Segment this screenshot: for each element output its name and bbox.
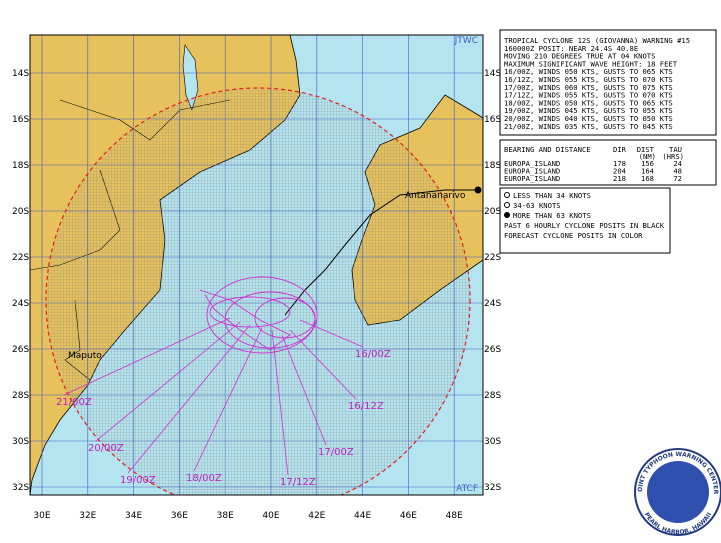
cyclone-posit: [474, 186, 482, 194]
info-line: 21/00Z, WINDS 035 KTS, GUSTS TO 045 KTS: [504, 122, 673, 131]
forecast-label: 16/00Z: [355, 349, 391, 360]
table-unit: (HRS): [662, 152, 684, 161]
info-line: 16/12Z, WINDS 055 KTS, GUSTS TO 070 KTS: [504, 75, 673, 84]
table-cell: EUROPA_ISLAND: [504, 167, 560, 176]
table-cell: 218: [613, 174, 626, 183]
lon-label: 42E: [308, 511, 325, 521]
table-cell: 168: [641, 174, 654, 183]
forecast-label: 20/00Z: [88, 443, 124, 454]
lon-label: 30E: [33, 511, 50, 521]
info-line: MOVING 210 DEGREES TRUE AT 04 KNOTS: [504, 52, 655, 61]
forecast-label: 21/00Z: [56, 397, 92, 408]
table-cell: 156: [641, 159, 654, 168]
lat-label: 20S: [484, 207, 501, 217]
lon-label: 34E: [125, 511, 142, 521]
legend-symbol: [504, 202, 510, 208]
lat-label: 28S: [484, 391, 501, 401]
lon-label: 40E: [262, 511, 279, 521]
forecast-label: 17/00Z: [318, 447, 354, 458]
lon-label: 36E: [171, 511, 188, 521]
table-cell: EUROPA_ISLAND: [504, 159, 560, 168]
past-track: [284, 189, 478, 316]
lat-label: 32S: [484, 483, 501, 493]
forecast-label: 17/12Z: [280, 477, 316, 488]
info-line: 19/00Z, WINDS 045 KTS, GUSTS TO 055 KTS: [504, 106, 673, 115]
table-header: DIST: [637, 145, 655, 154]
forecast-leader: [281, 334, 327, 446]
lat-label: 30S: [484, 437, 501, 447]
legend-symbol: [504, 192, 510, 198]
legend-symbol: [504, 212, 510, 218]
forecast-leader: [63, 317, 231, 396]
map: [30, 35, 483, 495]
lon-label: 44E: [354, 511, 371, 521]
lat-label: 20S: [12, 207, 29, 217]
lat-label: 14S: [12, 69, 29, 79]
forecast-label: 19/00Z: [120, 475, 156, 486]
lat-label: 18S: [12, 161, 29, 171]
table-title: BEARING AND DISTANCE: [504, 145, 591, 154]
lat-label: 14S: [484, 69, 501, 79]
lat-label: 16S: [12, 115, 29, 125]
table-cell: EUROPA_ISLAND: [504, 174, 560, 183]
table-cell: 72: [673, 174, 682, 183]
info-line: TROPICAL CYCLONE 12S (GIOVANNA) WARNING …: [504, 36, 690, 45]
lat-label: 16S: [484, 115, 501, 125]
legend-text: FORECAST CYCLONE POSITS IN COLOR: [504, 231, 643, 240]
lat-label: 24S: [484, 299, 501, 309]
lon-label: 46E: [400, 511, 417, 521]
table-cell: 164: [641, 167, 654, 176]
info-line: MAXIMUM SIGNIFICANT WAVE HEIGHT: 18 FEET: [504, 59, 678, 68]
place-label: Maputo: [68, 351, 102, 361]
table-cell: 48: [673, 167, 682, 176]
info-line: 17/12Z, WINDS 055 KTS, GUSTS TO 070 KTS: [504, 91, 673, 100]
map-frame: [29, 34, 484, 496]
lat-label: 30S: [12, 437, 29, 447]
lon-label: 38E: [217, 511, 234, 521]
danger-area: [45, 87, 471, 495]
info-line: 17/00Z, WINDS 060 KTS, GUSTS TO 075 KTS: [504, 83, 673, 92]
forecast-leader: [95, 321, 241, 442]
table-cell: 204: [613, 167, 626, 176]
forecast-leader: [193, 327, 263, 472]
place-label: Antananarivo: [405, 191, 466, 201]
lat-label: 24S: [12, 299, 29, 309]
info-line: 18/00Z, WINDS 050 KTS, GUSTS TO 065 KTS: [504, 98, 673, 107]
info-line: 20/00Z, WINDS 040 KTS, GUSTS TO 050 KTS: [504, 114, 673, 123]
table-cell: 178: [613, 159, 626, 168]
legend-text: 34-63 KNOTS: [513, 201, 561, 210]
forecast-leader: [299, 319, 364, 348]
legend-text: LESS THAN 34 KNOTS: [513, 191, 591, 200]
corner-label: ATCF: [456, 484, 478, 494]
corner-label: JTWC: [454, 36, 478, 46]
lat-label: 26S: [484, 345, 501, 355]
table-unit: (NM): [639, 152, 656, 161]
table-header: DIR: [613, 145, 627, 154]
forecast-leader: [289, 329, 357, 400]
lon-label: 32E: [79, 511, 96, 521]
table-cell: 24: [673, 159, 682, 168]
lat-label: 22S: [12, 253, 29, 263]
legend-text: MORE THAN 63 KNOTS: [513, 211, 591, 220]
lat-label: 22S: [484, 253, 501, 263]
info-line: 160000Z POSIT: NEAR 24.4S 40.8E: [504, 44, 638, 53]
forecast-leader: [127, 324, 251, 474]
table-header: TAU: [669, 145, 682, 154]
forecast-leader: [271, 329, 289, 476]
lat-label: 18S: [484, 161, 501, 171]
forecast-label: 18/00Z: [186, 473, 222, 484]
info-line: 16/00Z, WINDS 050 KTS, GUSTS TO 065 KTS: [504, 67, 673, 76]
lat-label: 32S: [12, 483, 29, 493]
forecast-label: 16/12Z: [348, 401, 384, 412]
info-box: TROPICAL CYCLONE 12S (GIOVANNA) WARNING …: [499, 29, 717, 254]
forecast-leaders: [63, 317, 364, 476]
lat-label: 28S: [12, 391, 29, 401]
lon-label: 48E: [446, 511, 463, 521]
lat-label: 26S: [12, 345, 29, 355]
legend-text: PAST 6 HOURLY CYCLONE POSITS IN BLACK: [504, 221, 665, 230]
